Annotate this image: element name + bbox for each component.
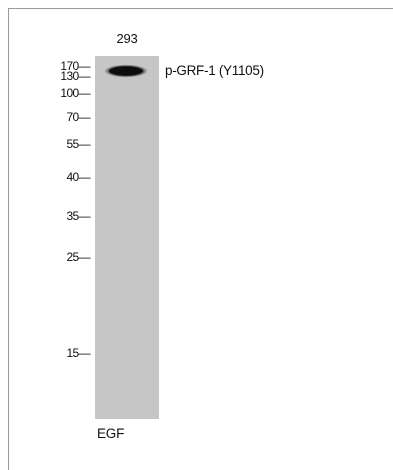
marker-35: 35— xyxy=(66,209,90,223)
marker-130: 130— xyxy=(60,69,90,83)
frame-left-border xyxy=(8,8,9,470)
lane-label: 293 xyxy=(116,31,138,46)
marker-40: 40— xyxy=(66,170,90,184)
marker-70: 70— xyxy=(66,110,90,124)
band-label: p-GRF-1 (Y1105) xyxy=(165,63,264,78)
lane-strip xyxy=(95,56,159,419)
marker-25: 25— xyxy=(66,250,90,264)
frame-top-border xyxy=(8,8,393,9)
treatment-label: EGF xyxy=(97,426,125,441)
marker-100: 100— xyxy=(60,86,90,100)
protein-band-core xyxy=(109,67,143,75)
marker-170: 170— xyxy=(60,59,90,73)
marker-55: 55— xyxy=(66,137,90,151)
marker-15: 15— xyxy=(66,346,90,360)
